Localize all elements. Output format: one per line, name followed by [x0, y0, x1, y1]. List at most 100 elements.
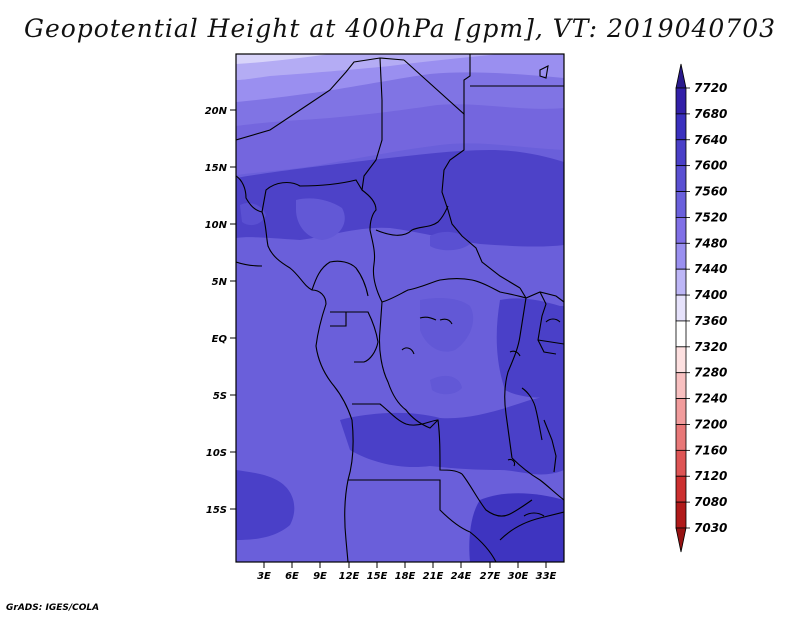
border-mozambique: [499, 511, 564, 541]
patch-dark-sw: [236, 470, 295, 540]
colorbar-segment: [675, 346, 687, 374]
colorbar-bottom-arrow: [675, 527, 687, 553]
lon-label: 12E: [339, 571, 360, 582]
colorbar-segment: [675, 242, 687, 270]
colorbar-segment: [675, 424, 687, 451]
lake-mweru: [507, 458, 516, 467]
colorbar-segment: [675, 398, 687, 425]
lon-label: 9E: [313, 571, 327, 582]
colorbar-label: 7360: [694, 314, 727, 328]
border-drc-east: [504, 297, 527, 459]
band-7360: [236, 54, 330, 64]
lat-label: 15S: [206, 505, 227, 516]
band-7600-east: [496, 298, 564, 398]
colorbar-segment: [675, 320, 687, 348]
sinai-coast: [539, 65, 549, 79]
lon-label: 15E: [367, 571, 388, 582]
colorbar-segment: [675, 139, 687, 167]
colorbar-label: 7320: [694, 340, 727, 354]
patch-light-center: [420, 298, 474, 352]
colorbar-label: 7720: [694, 81, 727, 95]
colorbar-label: 7030: [694, 521, 727, 535]
lat-label: 5S: [213, 391, 227, 402]
colorbar-label: 7160: [694, 443, 727, 457]
border-zimbabwe: [469, 531, 497, 562]
colorbar-segment: [675, 449, 687, 477]
map-title: Geopotential Height at 400hPa [gpm], VT:…: [23, 14, 777, 43]
colorbar-label: 7600: [694, 159, 727, 173]
border-car-north: [375, 205, 449, 236]
border-eq-guinea: [330, 311, 347, 327]
river-congo-1: [419, 316, 437, 321]
country-borders: [236, 54, 564, 562]
colorbar-segment: [675, 165, 687, 192]
map-fill: [236, 54, 564, 562]
border-cameroon: [311, 260, 369, 297]
lon-label: 33E: [536, 571, 557, 582]
patch-light-4: [430, 375, 462, 395]
colorbar-label: 7520: [694, 210, 727, 224]
colorbar-label: 7400: [694, 288, 727, 302]
band-7400: [236, 54, 500, 80]
river-congo-2: [439, 318, 453, 325]
lat-axis: 20N 15N 10N 5N EQ 5S 10S 15S: [205, 106, 236, 516]
colorbar-segment: [675, 294, 687, 322]
border-gabon-congo: [346, 311, 379, 363]
colorbar-segment: [675, 268, 687, 296]
border-north-1: [236, 57, 405, 141]
colorbar-label: 7480: [694, 236, 727, 250]
lon-label: 3E: [257, 571, 271, 582]
lake-kariba: [523, 512, 545, 517]
lake-victoria-n: [545, 318, 561, 323]
border-chad-sudan: [441, 114, 521, 289]
colorbar-segment: [675, 113, 687, 141]
band-7600-south: [340, 392, 564, 475]
colorbar-label: 7080: [694, 495, 727, 509]
colorbar: 7720 7680 7640 7600 7560 7520 7480 7440 7400 7360…: [675, 63, 727, 553]
colorbar-label: 7240: [694, 392, 727, 406]
colorbar-segment: [675, 217, 687, 244]
lon-label: 6E: [285, 571, 299, 582]
map-frame: [235, 53, 565, 563]
border-congo-drc: [378, 301, 439, 429]
border-tanzania: [511, 457, 564, 501]
lat-label: 15N: [205, 163, 228, 174]
colorbar-label: 7680: [694, 107, 727, 121]
grads-credit: GrADS: IGES/COLA: [6, 603, 100, 613]
border-zambia: [461, 473, 533, 517]
colorbar-segment: [675, 191, 687, 218]
lat-label: EQ: [212, 334, 228, 345]
border-car-south: [369, 229, 527, 303]
lon-label: 24E: [451, 571, 472, 582]
colorbar-label: 7280: [694, 366, 727, 380]
border-lake-malawi: [543, 419, 557, 473]
colorbar-top-arrow: [675, 63, 687, 89]
colorbar-label: 7560: [694, 185, 727, 199]
lat-label: 10S: [206, 448, 227, 459]
border-uganda: [537, 291, 557, 355]
colorbar-segment: [675, 501, 687, 529]
patch-light-2: [296, 198, 345, 240]
colorbar-segment: [675, 87, 687, 115]
border-north-2: [361, 57, 383, 191]
river-congo-3: [401, 347, 415, 355]
border-angola-zambia: [348, 479, 471, 533]
patch-light-3: [430, 231, 470, 251]
lon-label: 21E: [423, 571, 444, 582]
border-angola-drc: [352, 403, 463, 475]
lat-label: 5N: [212, 277, 228, 288]
west-coastline: [236, 175, 354, 562]
lon-label: 30E: [508, 571, 529, 582]
colorbar-label: 7640: [694, 133, 727, 147]
border-north-3: [403, 54, 471, 116]
lat-label: 20N: [205, 106, 228, 117]
colorbar-segment: [675, 475, 687, 503]
colorbar-label: 7200: [694, 417, 727, 431]
lon-axis: 3E 6E 9E 12E 15E 18E 21E 24E 27E 30E 33E: [257, 562, 557, 582]
colorbar-label: 7440: [694, 262, 727, 276]
colorbar-label: 7120: [694, 469, 727, 483]
lon-label: 27E: [480, 571, 501, 582]
colorbar-segment: [675, 372, 687, 399]
patch-light-1: [240, 203, 266, 226]
